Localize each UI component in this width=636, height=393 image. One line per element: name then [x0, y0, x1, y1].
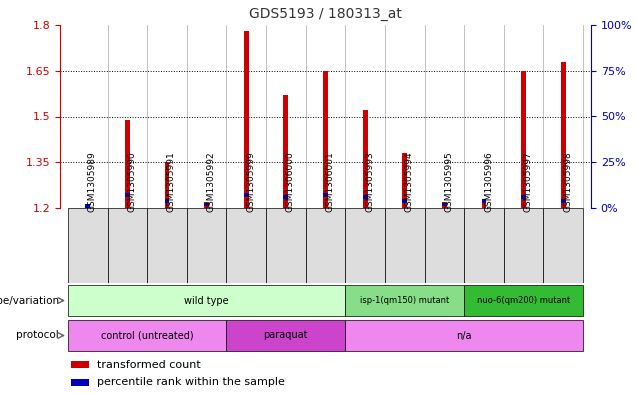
Bar	[71, 361, 89, 368]
Text: GSM1306001: GSM1306001	[326, 151, 335, 212]
Bar	[464, 208, 504, 283]
Bar	[204, 202, 209, 206]
Bar	[345, 320, 583, 351]
Text: paraquat: paraquat	[264, 331, 308, 340]
Bar	[323, 193, 328, 197]
Bar	[306, 208, 345, 283]
Text: GSM1305999: GSM1305999	[246, 151, 255, 212]
Text: isp-1(qm150) mutant: isp-1(qm150) mutant	[360, 296, 450, 305]
Text: n/a: n/a	[457, 331, 472, 340]
Text: genotype/variation: genotype/variation	[0, 296, 59, 305]
Bar	[442, 202, 446, 206]
Text: GSM1305991: GSM1305991	[167, 151, 176, 212]
Text: protocol: protocol	[17, 331, 59, 340]
Bar	[165, 162, 169, 208]
Bar	[226, 320, 345, 351]
Bar	[244, 31, 249, 208]
Bar	[85, 205, 90, 208]
Bar	[385, 208, 425, 283]
Bar	[345, 285, 464, 316]
Title: GDS5193 / 180313_at: GDS5193 / 180313_at	[249, 7, 402, 21]
Bar	[561, 62, 565, 208]
Text: nuo-6(qm200) mutant: nuo-6(qm200) mutant	[477, 296, 570, 305]
Bar	[323, 71, 328, 208]
Bar	[403, 199, 407, 202]
Bar	[266, 208, 306, 283]
Text: GSM1305996: GSM1305996	[484, 151, 493, 212]
Bar	[522, 71, 526, 208]
Text: GSM1305997: GSM1305997	[523, 151, 532, 212]
Bar	[284, 95, 288, 208]
Bar	[147, 208, 187, 283]
Bar	[543, 208, 583, 283]
Bar	[481, 202, 487, 208]
Bar	[425, 208, 464, 283]
Bar	[561, 199, 565, 202]
Bar	[68, 320, 226, 351]
Bar	[165, 199, 169, 202]
Bar	[442, 202, 446, 208]
Bar	[244, 193, 249, 197]
Bar	[504, 208, 543, 283]
Bar	[363, 195, 368, 199]
Bar	[125, 193, 130, 197]
Bar	[226, 208, 266, 283]
Bar	[85, 204, 90, 208]
Bar	[187, 208, 226, 283]
Bar	[403, 153, 407, 208]
Bar	[204, 202, 209, 208]
Text: GSM1305995: GSM1305995	[445, 151, 453, 212]
Text: transformed count: transformed count	[97, 360, 201, 369]
Bar	[481, 199, 487, 202]
Text: GSM1305990: GSM1305990	[127, 151, 136, 212]
Text: control (untreated): control (untreated)	[101, 331, 193, 340]
Bar	[68, 208, 107, 283]
Bar	[68, 285, 345, 316]
Bar	[125, 119, 130, 208]
Bar	[107, 208, 147, 283]
Bar	[363, 110, 368, 208]
Bar	[464, 285, 583, 316]
Bar	[345, 208, 385, 283]
Text: GSM1305994: GSM1305994	[404, 151, 414, 212]
Bar	[284, 195, 288, 199]
Bar	[71, 378, 89, 386]
Text: GSM1305993: GSM1305993	[365, 151, 374, 212]
Text: GSM1305992: GSM1305992	[207, 151, 216, 212]
Text: GSM1305989: GSM1305989	[88, 151, 97, 212]
Bar	[522, 195, 526, 199]
Text: GSM1306000: GSM1306000	[286, 151, 295, 212]
Text: percentile rank within the sample: percentile rank within the sample	[97, 377, 285, 387]
Text: wild type: wild type	[184, 296, 229, 305]
Text: GSM1305998: GSM1305998	[563, 151, 572, 212]
